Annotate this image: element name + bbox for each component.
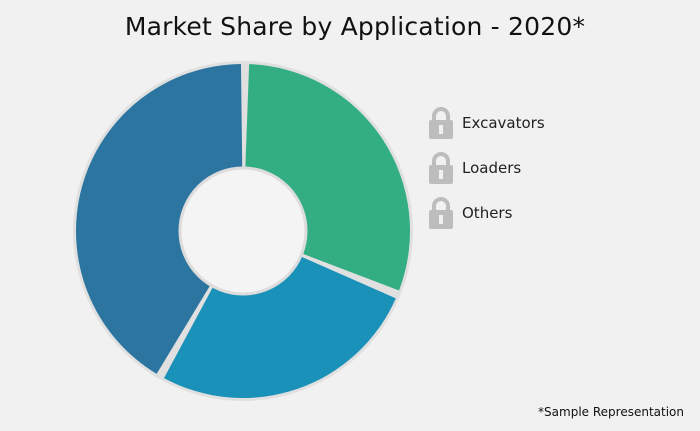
legend-item-loaders: Loaders	[428, 145, 545, 190]
donut-hole	[178, 166, 308, 296]
lock-icon	[429, 196, 453, 229]
sample-note: *Sample Representation	[538, 405, 684, 419]
legend-item-excavators: Excavators	[428, 100, 545, 145]
legend-label: Excavators	[462, 113, 545, 132]
lock-icon	[429, 151, 453, 184]
legend-label: Others	[462, 203, 513, 222]
legend: Excavators Loaders Others	[428, 100, 545, 235]
chart-title: Market Share by Application - 2020*	[124, 12, 586, 41]
slice-excavators	[245, 64, 410, 291]
legend-label: Loaders	[462, 158, 522, 177]
slice-others	[75, 64, 243, 374]
lock-icon	[429, 106, 453, 139]
legend-item-others: Others	[428, 190, 545, 235]
